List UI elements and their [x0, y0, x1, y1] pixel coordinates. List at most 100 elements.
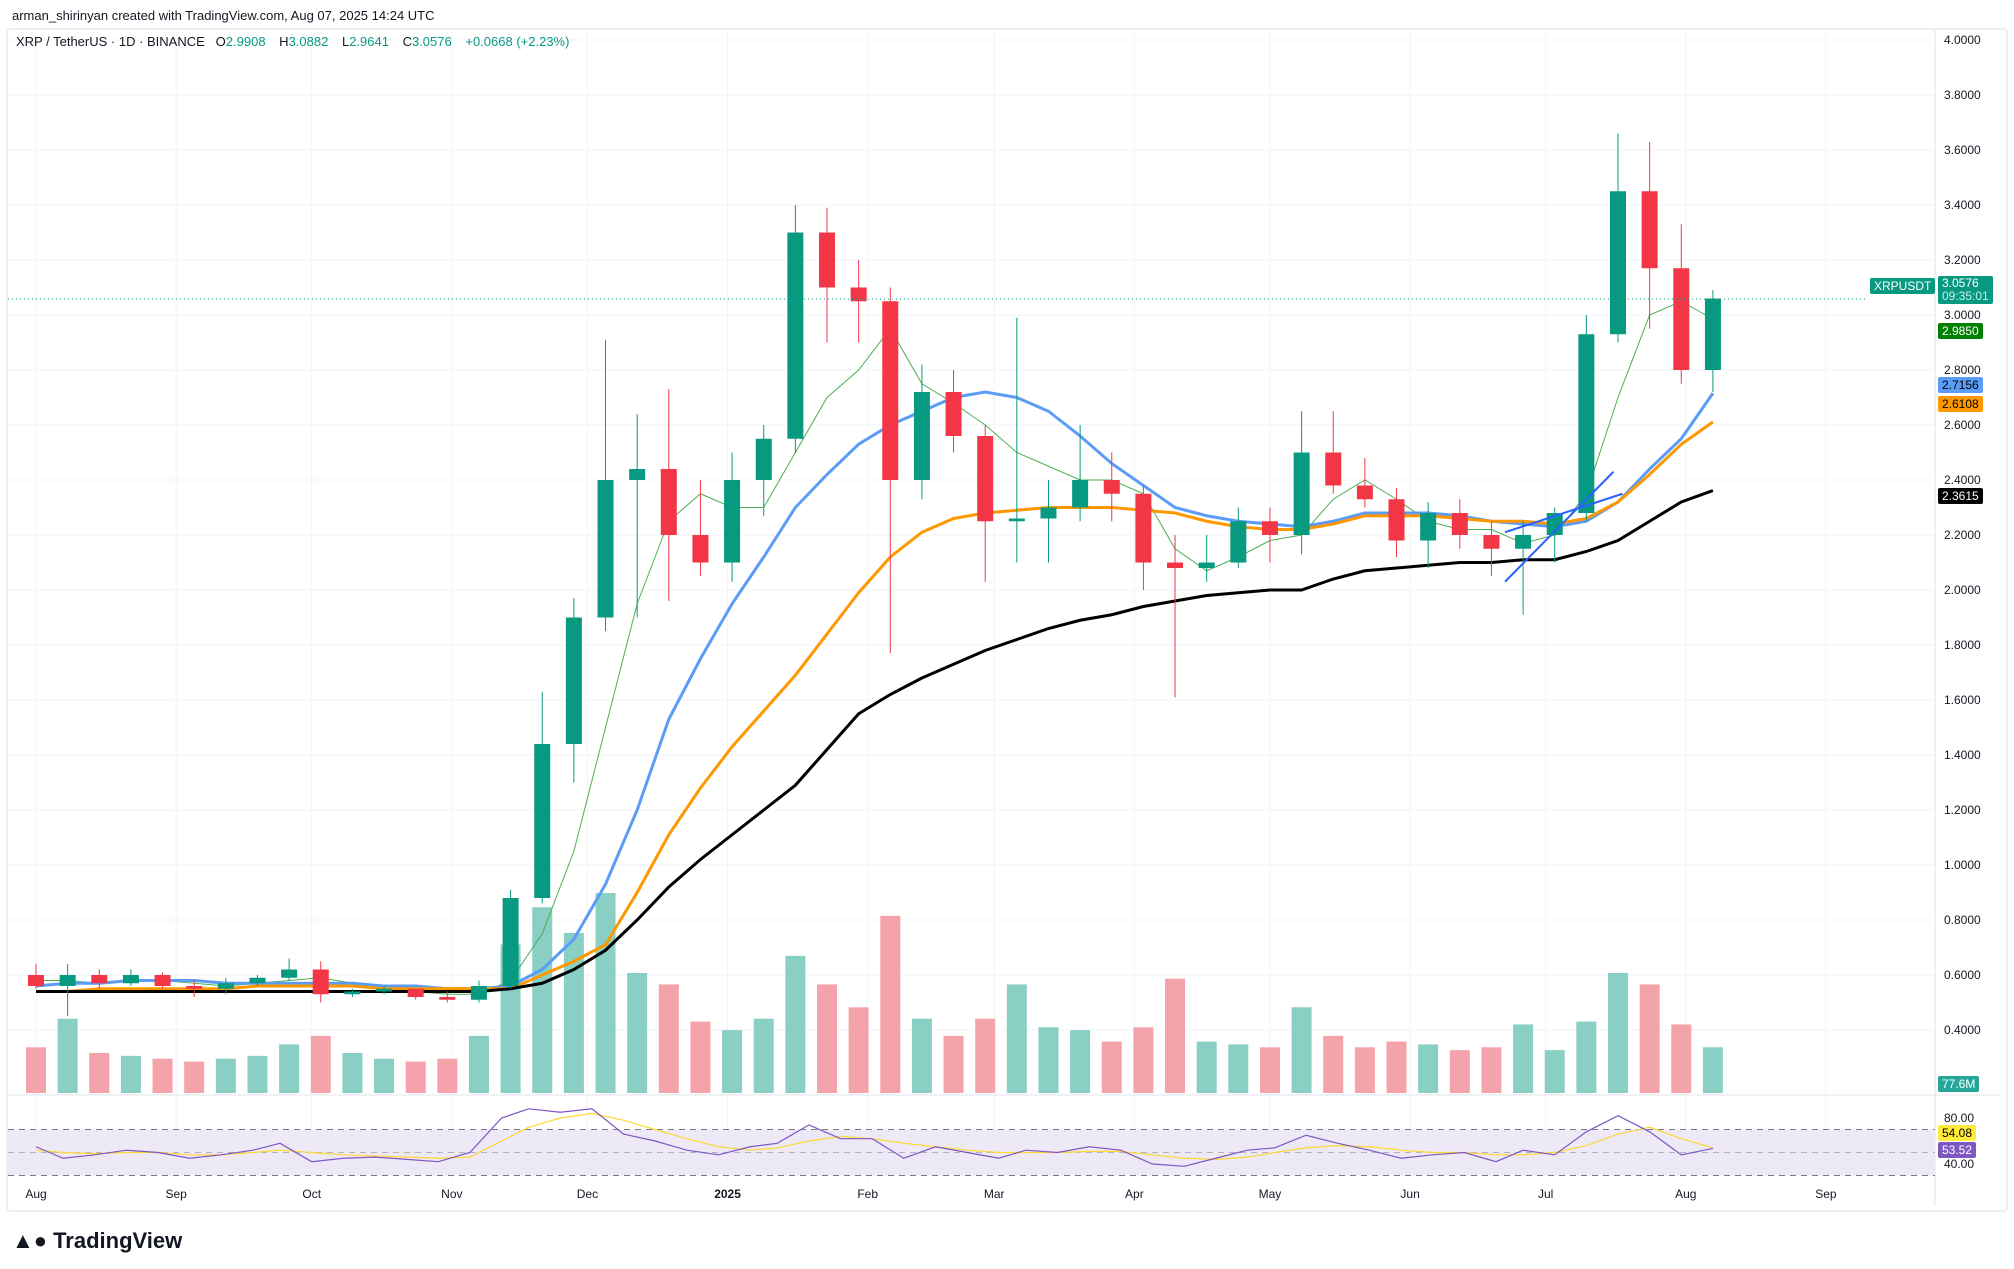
volume-bar	[1449, 1050, 1470, 1093]
candle-body	[1293, 452, 1310, 535]
x-tick-label: Dec	[577, 1187, 598, 1201]
volume-bar	[1639, 984, 1660, 1093]
y-tick-label: 0.6000	[1944, 968, 1981, 982]
volume-bar	[1481, 1047, 1502, 1093]
low-label: L	[341, 34, 350, 49]
candle-body	[660, 469, 677, 535]
candle-body	[91, 975, 108, 984]
volume-bar	[1070, 1030, 1091, 1093]
candle-body	[28, 975, 44, 986]
y-tick-label: 1.2000	[1944, 803, 1981, 817]
candle-body	[629, 469, 646, 480]
volume-bar	[1513, 1024, 1534, 1093]
x-tick-label: Feb	[857, 1187, 878, 1201]
y-tick-label: 0.8000	[1944, 913, 1981, 927]
candle-body	[1356, 485, 1373, 500]
candle-body	[1388, 499, 1405, 541]
volume-bar	[1291, 1007, 1312, 1093]
volume-bar	[1323, 1035, 1344, 1093]
volume-bar	[1702, 1047, 1723, 1093]
volume-bar	[405, 1061, 426, 1093]
y-tick-label: 3.4000	[1944, 198, 1981, 212]
candle-body	[534, 744, 551, 898]
y-tick-label: 1.6000	[1944, 693, 1981, 707]
volume-bar	[1196, 1041, 1217, 1093]
ticker-label: XRPUSDT	[1870, 278, 1936, 294]
x-tick-label: Oct	[302, 1187, 321, 1201]
candle-body	[565, 617, 582, 744]
x-tick-label: Sep	[165, 1187, 187, 1201]
candle-body	[249, 977, 266, 984]
candle-body	[1040, 507, 1057, 519]
volume-bar	[658, 984, 679, 1093]
volume-bar	[468, 1035, 489, 1093]
last-price-label: 3.0576 09:35:01	[1938, 276, 1993, 304]
x-tick-label: Apr	[1125, 1187, 1144, 1201]
volume-bar	[1259, 1047, 1280, 1093]
logo-text: TradingView	[53, 1228, 183, 1253]
chart-frame	[6, 28, 2008, 1212]
volume-bar	[1354, 1047, 1375, 1093]
candle-body	[1515, 535, 1532, 549]
candle-body	[407, 988, 424, 997]
candle-body	[597, 480, 614, 618]
volume-bar	[690, 1021, 711, 1093]
y-tick-label: 3.8000	[1944, 88, 1981, 102]
ma-line-ma100	[36, 420, 1714, 993]
volume-bar	[1544, 1050, 1565, 1093]
volume-bar	[1386, 1041, 1407, 1093]
y-tick-label: 1.4000	[1944, 748, 1981, 762]
candle-body	[502, 898, 519, 986]
ma200-label: 2.3615	[1938, 488, 1983, 504]
y-tick-label: 2.6000	[1944, 418, 1981, 432]
volume-bar	[785, 955, 806, 1093]
candle-body	[470, 986, 487, 1000]
volume-bar	[342, 1053, 363, 1093]
y-tick-label: 0.4000	[1944, 1023, 1981, 1037]
x-tick-label: Jun	[1400, 1187, 1419, 1201]
candle-body	[1641, 191, 1658, 269]
volume-bar	[374, 1058, 395, 1093]
x-tick-label: Aug	[25, 1187, 46, 1201]
candle-body	[1008, 518, 1025, 522]
x-tick-label: May	[1259, 1187, 1282, 1201]
low-value: 2.9641	[349, 34, 389, 49]
volume-bar	[437, 1058, 458, 1093]
candle-body	[1546, 513, 1563, 535]
x-tick-label: Nov	[441, 1187, 462, 1201]
volume-bar	[215, 1058, 236, 1093]
candle-body	[59, 975, 76, 986]
symbol-name: XRP / TetherUS · 1D · BINANCE	[16, 34, 205, 49]
candle-body	[1578, 334, 1595, 513]
volume-bar	[1038, 1027, 1059, 1093]
trendline	[1504, 471, 1615, 583]
y-tick-label: 1.0000	[1944, 858, 1981, 872]
candle-body	[850, 287, 867, 302]
ma100-label: 2.6108	[1938, 396, 1983, 412]
candle-body	[186, 986, 203, 989]
trendline	[1504, 492, 1623, 534]
y-tick-label: 3.6000	[1944, 143, 1981, 157]
volume-bar	[532, 907, 553, 1093]
volume-bar	[848, 1007, 869, 1093]
bar-countdown: 09:35:01	[1942, 289, 1989, 303]
volume-bar	[26, 1047, 46, 1093]
candle-body	[724, 480, 741, 563]
volume-bar	[247, 1055, 268, 1093]
candle-body	[1198, 562, 1215, 568]
volume-bar	[722, 1030, 743, 1093]
y-tick-label: 3.0000	[1944, 308, 1981, 322]
volume-bar	[943, 1035, 964, 1093]
rsi-line	[35, 1108, 1714, 1167]
volume-bar	[1608, 973, 1628, 1093]
volume-bar	[1165, 978, 1186, 1093]
volume-bar	[880, 915, 901, 1093]
volume-bar	[911, 1018, 932, 1093]
ma-line-ma200	[36, 489, 1714, 993]
candle-body	[217, 983, 234, 989]
candle-body	[882, 301, 899, 480]
candle-body	[692, 535, 709, 563]
volume-bar	[57, 1018, 78, 1093]
